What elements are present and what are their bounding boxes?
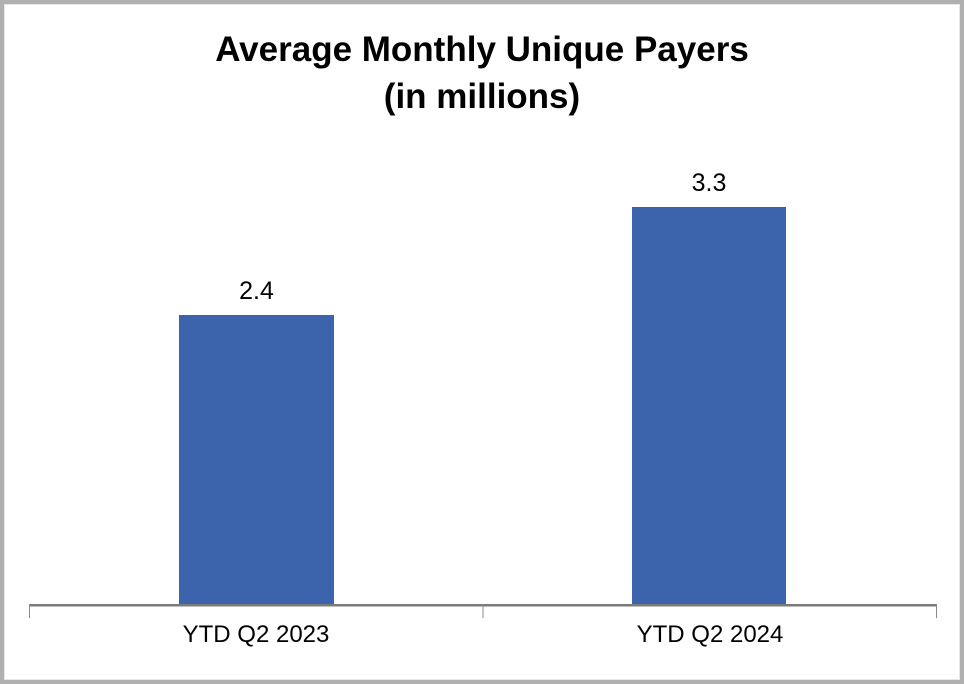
x-axis-line bbox=[29, 604, 937, 618]
x-axis-label-2024: YTD Q2 2024 bbox=[636, 621, 784, 648]
bar-value-label-2023: 2.4 bbox=[239, 277, 274, 305]
x-axis-tick-right bbox=[936, 604, 937, 618]
bar-value-label-2024: 3.3 bbox=[691, 169, 727, 197]
chart-title: Average Monthly Unique Payers bbox=[215, 30, 749, 69]
bar-ytd-q2-2023 bbox=[179, 315, 334, 604]
x-axis-label-2023: YTD Q2 2023 bbox=[182, 621, 330, 648]
bar-group-ytd-q2-2024: 3.3 bbox=[632, 169, 786, 604]
bar-ytd-q2-2024 bbox=[632, 207, 786, 604]
x-axis-tick-left bbox=[29, 604, 30, 618]
chart-title-block: Average Monthly Unique Payers (in millio… bbox=[4, 26, 960, 120]
chart-subtitle: (in millions) bbox=[383, 77, 581, 116]
x-axis-tick-middle bbox=[482, 604, 484, 618]
bar-group-ytd-q2-2023: 2.4 bbox=[179, 277, 334, 604]
